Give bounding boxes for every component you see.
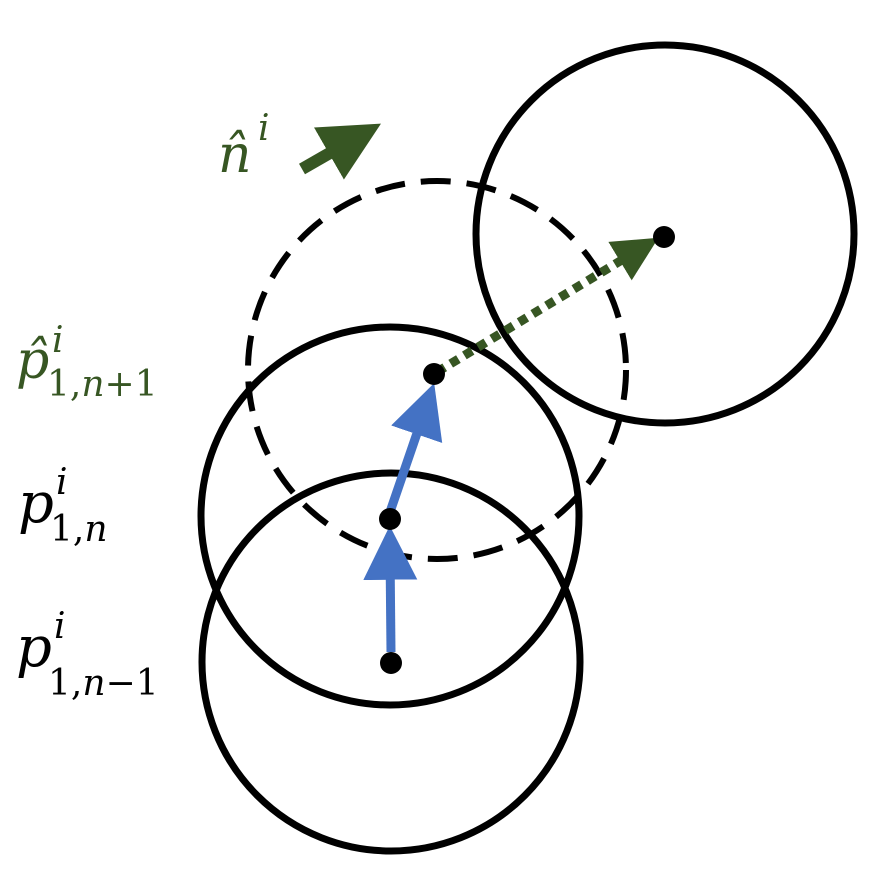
point-predicted	[423, 363, 445, 385]
svg-text:1,n−1: 1,n−1	[48, 663, 159, 704]
label-direction-sup: i	[258, 108, 270, 149]
label-previous-sub-rest: −1	[106, 663, 159, 704]
circle-target	[472, 41, 858, 427]
label-predicted-position: p̂ i 1,n+1	[16, 320, 158, 405]
svg-text:1,n: 1,n	[50, 509, 108, 550]
label-predicted-base: p̂	[16, 331, 49, 391]
direction-arrow	[299, 123, 381, 180]
label-predicted-sub-var: n	[81, 364, 104, 405]
label-current-sub-var: n	[84, 509, 107, 550]
label-previous-sub-var: n	[82, 663, 105, 704]
label-direction: n̂ i	[218, 108, 270, 185]
motion-arrow-previous-to-current	[363, 525, 418, 653]
point-previous	[380, 652, 402, 674]
circle-predicted	[245, 178, 629, 562]
prediction-arrow	[434, 237, 659, 376]
label-current-base: p	[18, 471, 54, 536]
motion-arrow-current-to-predicted	[385, 383, 443, 514]
svg-text:1,n+1: 1,n+1	[47, 364, 158, 405]
point-current	[379, 508, 401, 530]
label-predicted-sub-num: 1,	[47, 364, 81, 405]
circle-previous	[198, 469, 584, 855]
circle-current	[197, 323, 583, 709]
point-target	[653, 226, 675, 248]
label-current-sub-num: 1,	[50, 509, 84, 550]
label-previous-base: p	[16, 615, 52, 680]
label-predicted-sub-rest: +1	[105, 364, 158, 405]
label-current-position: p i 1,n	[18, 462, 108, 550]
label-previous-sup: i	[54, 606, 66, 647]
label-predicted-sup: i	[52, 320, 64, 361]
label-direction-base: n̂	[218, 125, 252, 185]
label-previous-position: p i 1,n−1	[16, 606, 159, 704]
label-previous-sub-num: 1,	[48, 663, 82, 704]
label-current-sup: i	[56, 462, 68, 503]
